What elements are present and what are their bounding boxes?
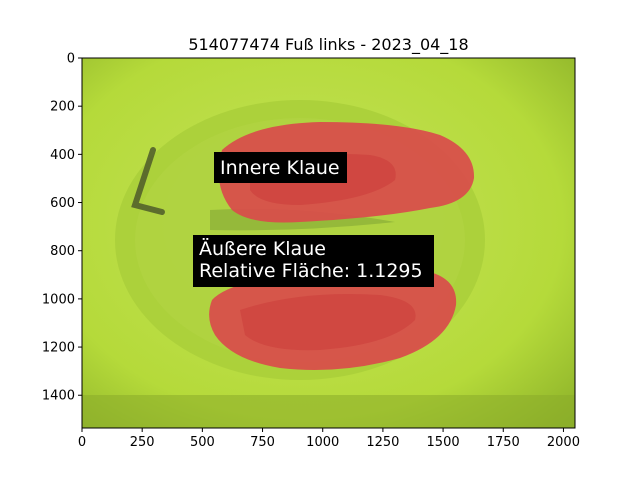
- x-tick-label: 1000: [306, 435, 339, 450]
- y-tick-label: 600: [50, 196, 75, 211]
- x-tick-label: 1500: [427, 435, 460, 450]
- y-tick-label: 0: [67, 52, 75, 67]
- y-tick-label: 1000: [42, 292, 75, 307]
- annotation-inner-claw: Innere Klaue: [214, 152, 347, 183]
- annotation-outer-claw: Äußere Klaue Relative Fläche: 1.1295: [193, 235, 434, 287]
- y-tick-label: 800: [50, 244, 75, 259]
- axes-frame: [81, 57, 576, 429]
- x-tick-label: 250: [130, 435, 155, 450]
- x-tick-label: 500: [190, 435, 215, 450]
- annotation-outer-area: Relative Fläche: 1.1295: [199, 260, 423, 282]
- y-tick-label: 1200: [42, 341, 75, 356]
- x-tick-label: 2000: [547, 435, 580, 450]
- annotation-outer-label: Äußere Klaue: [199, 237, 326, 260]
- plot-area: Innere Klaue Äußere Klaue Relative Fläch…: [82, 58, 575, 428]
- y-axis: 0 200 400 600 800 1000 1200 1400: [42, 52, 82, 404]
- y-tick-label: 200: [50, 100, 75, 115]
- x-tick-label: 1250: [366, 435, 399, 450]
- chart-title: 514077474 Fuß links - 2023_04_18: [188, 35, 468, 55]
- y-tick-label: 1400: [42, 389, 75, 404]
- mask-outer-claw: [209, 270, 457, 371]
- x-tick-label: 1750: [487, 435, 520, 450]
- x-tick-label: 0: [78, 435, 86, 450]
- annotation-inner-label: Innere Klaue: [220, 157, 340, 179]
- x-tick-label: 750: [250, 435, 275, 450]
- y-tick-label: 400: [50, 148, 75, 163]
- photo-shadow-band: [82, 395, 575, 428]
- handwritten-mark: [131, 147, 165, 215]
- x-axis: 0 250 500 750 1000 1250 1500 1750 2000: [78, 428, 580, 450]
